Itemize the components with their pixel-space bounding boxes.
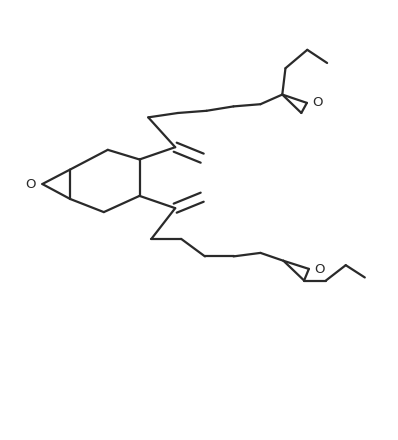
- Text: O: O: [25, 177, 36, 191]
- Text: O: O: [313, 96, 323, 110]
- Text: O: O: [315, 263, 325, 276]
